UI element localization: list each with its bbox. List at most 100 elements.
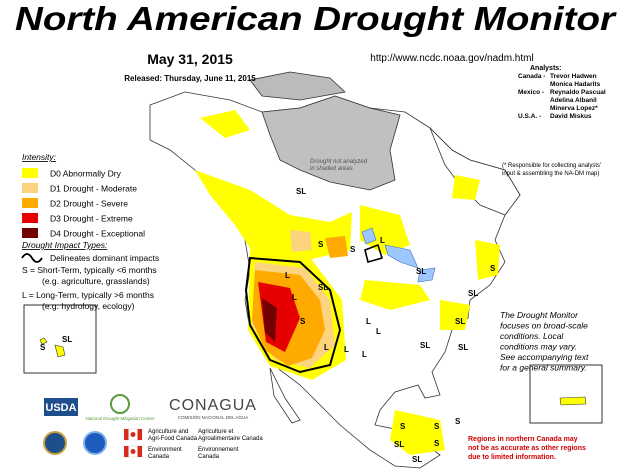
ec-fr: Environnement	[198, 447, 239, 453]
impact-label: L	[366, 317, 371, 326]
analysts-heading: Analysts:	[530, 65, 562, 72]
analyst-name: Trevor Hadwen	[550, 73, 597, 80]
impacts: Delineates dominant impacts S = Short-Ter…	[22, 253, 159, 311]
conagua-sub: COMISIÓN NACIONAL DEL AGUA	[178, 414, 248, 420]
ndmc-text: National Drought Mitigation Center	[85, 416, 155, 421]
date: May 31, 2015	[147, 51, 233, 67]
analyst-note: (* Responsible for collecting analysts'	[502, 163, 601, 169]
legend-label: D1 Drought - Moderate	[50, 184, 137, 194]
ec-fr: Canada	[198, 454, 220, 460]
impact-label: L	[376, 327, 381, 336]
impact-line: L = Long-Term, typically >6 months	[22, 290, 154, 300]
impacts-heading: Drought Impact Types:	[22, 240, 108, 250]
warning-line: not be as accurate as other regions	[468, 445, 586, 452]
side-note-line: See accompanying text	[500, 352, 589, 362]
impact-label: SL	[468, 289, 478, 298]
impact-label: L	[292, 293, 297, 302]
analyst-country: Mexico -	[518, 89, 544, 96]
impact-label: S	[400, 422, 406, 431]
warning-line: Regions in northern Canada may	[468, 436, 578, 443]
hawaii-islands	[39, 337, 66, 358]
aafc-fr: Agroalimentaire Canada	[198, 436, 263, 442]
aafc-en: Agri-Food Canada	[148, 436, 198, 442]
url: http://www.ncdc.noaa.gov/nadm.html	[370, 53, 533, 64]
land	[149, 71, 521, 469]
aafc-en: Agriculture and	[148, 429, 188, 435]
warning: Regions in northern Canada may not be as …	[468, 436, 586, 461]
impact-label: S	[434, 422, 440, 431]
impact-label: SL	[394, 440, 404, 449]
noaa-seal	[83, 431, 107, 455]
analyst-name: Reynaldo Pascual	[550, 89, 606, 96]
ndmc-logo	[110, 394, 130, 414]
impact-label: L	[285, 271, 290, 280]
impact-label: S	[455, 417, 461, 426]
impact-boundary	[244, 256, 342, 374]
analyst-name: David Miskus	[550, 113, 592, 120]
impact-label: S	[434, 439, 440, 448]
impact-label: SL	[416, 267, 426, 276]
side-note-line: for a general summary.	[500, 363, 587, 373]
lakes	[361, 227, 436, 283]
ec-en: Canada	[148, 454, 170, 460]
impact-boundary	[364, 243, 384, 263]
side-note-line: conditions may vary.	[500, 342, 577, 352]
side-note-line: The Drought Monitor	[500, 310, 579, 320]
impact-label: L	[344, 345, 349, 354]
ec-en: Environment	[148, 447, 182, 453]
analyst-name: Adelina Albanil	[550, 97, 597, 104]
impact-label: L	[362, 350, 367, 359]
impact-label: SL	[296, 187, 306, 196]
impact-label: S	[490, 264, 496, 273]
legend-swatch	[22, 213, 38, 223]
impact-line: S = Short-Term, typically <6 months	[22, 265, 157, 275]
hawaii-inset	[23, 304, 97, 374]
puerto-rico-inset	[529, 364, 603, 424]
impact-line: (e.g. hydrology, ecology)	[42, 301, 135, 311]
impact-label: SL	[318, 283, 328, 292]
analyst-name: Minerva Lopez*	[550, 105, 598, 112]
analyst-country: U.S.A. -	[518, 113, 541, 120]
impact-label: L	[324, 343, 329, 352]
legend-swatch	[22, 228, 38, 238]
impact-label: S	[350, 245, 356, 254]
legend-swatch	[22, 198, 38, 208]
impact-line: Delineates dominant impacts	[50, 253, 159, 263]
impact-label: S	[40, 343, 46, 352]
analyst-country: Canada -	[518, 73, 545, 80]
legend-label: D4 Drought - Exceptional	[50, 229, 145, 239]
legend-label: D2 Drought - Severe	[50, 199, 128, 209]
puerto-rico	[559, 396, 587, 406]
warning-line: due to limited information.	[468, 454, 556, 461]
title: North American Drought Monitor	[15, 0, 618, 37]
side-note-line: focuses on broad-scale	[500, 321, 588, 331]
legend-label: D3 Drought - Extreme	[50, 214, 133, 224]
impact-line-symbol	[21, 253, 43, 263]
impact-label: SL	[420, 341, 430, 350]
drought-areas	[195, 110, 500, 455]
legend-swatch	[22, 168, 38, 178]
released: Released: Thursday, June 11, 2015	[124, 74, 256, 83]
impact-label: SL	[62, 335, 72, 344]
analyst-note: input & assembling the NA-DM map)	[502, 171, 599, 177]
impact-line: (e.g. agriculture, grasslands)	[42, 276, 150, 286]
impact-label: L	[380, 236, 385, 245]
legend-heading: Intensity:	[22, 152, 57, 162]
aafc-fr: Agriculture et	[198, 429, 234, 435]
conagua: CONAGUA	[169, 397, 257, 414]
shaded-note: in shaded areas	[310, 166, 353, 172]
side-note-line: conditions. Local	[500, 331, 564, 341]
canada-flags	[123, 428, 143, 458]
legend: D0 Abnormally Dry D1 Drought - Moderate D2…	[22, 168, 145, 239]
legend-label: D0 Abnormally Dry	[50, 169, 122, 179]
legend-swatch	[22, 183, 38, 193]
doc-seal	[43, 431, 67, 455]
usda-text: USDA	[45, 402, 76, 414]
impact-label: SL	[458, 343, 468, 352]
analyst-name: Monica Hadarits	[550, 81, 601, 88]
